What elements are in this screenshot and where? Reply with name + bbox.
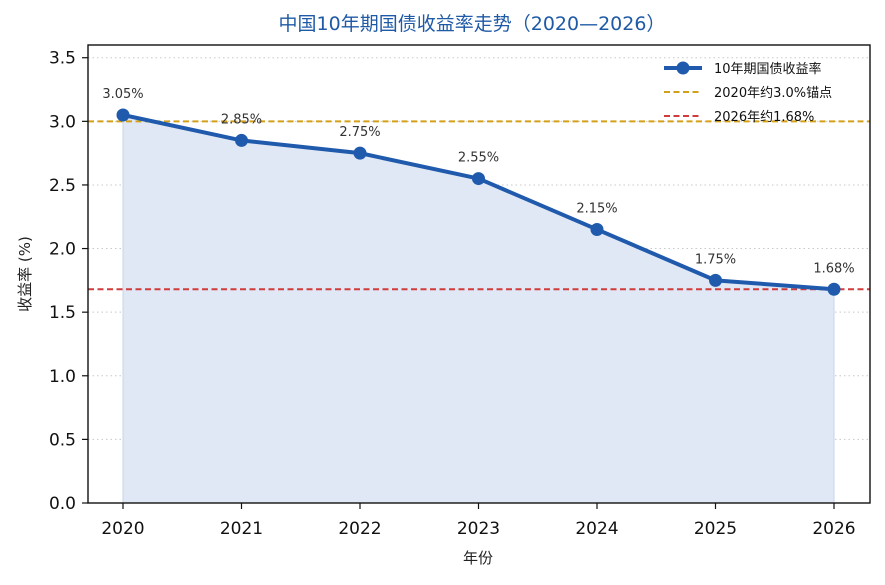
data-label: 3.05% — [102, 87, 143, 102]
reference-lines — [88, 120, 870, 291]
x-tick-label: 2024 — [575, 519, 618, 539]
area-fill — [122, 114, 835, 503]
legend-series-marker — [676, 61, 690, 75]
plot-frame — [87, 44, 871, 504]
x-tick-label: 2021 — [220, 519, 263, 539]
chart-title: 中国10年期国债收益率走势（2020—2026） — [279, 13, 666, 35]
tick-labels: 0.0 0.5 1.0 1.5 2.0 2.5 3.0 3.5 2020 2021 2022 2023… — [49, 49, 856, 539]
data-point — [353, 146, 367, 160]
data-label: 2.75% — [339, 125, 380, 140]
y-tick-label: 3.0 — [49, 112, 76, 132]
data-label: 2.85% — [221, 112, 262, 127]
data-point — [472, 172, 485, 186]
y-axis-label: 收益率 (%) — [16, 236, 34, 312]
data-label: 2.55% — [458, 151, 499, 166]
legend-reference-label: 2020年约3.0%锚点 — [714, 86, 832, 101]
y-tick-label: 0.5 — [49, 430, 76, 450]
y-tick-label: 0.0 — [49, 494, 76, 514]
data-point — [116, 108, 130, 122]
data-point — [235, 133, 248, 147]
legend-reference-label: 2026年约1.68% — [714, 110, 814, 125]
x-tick-label: 2020 — [101, 519, 144, 539]
area-under-line — [123, 114, 834, 503]
x-tick-label: 2023 — [457, 519, 500, 539]
x-tick-label: 2025 — [694, 519, 737, 539]
data-point — [590, 222, 604, 236]
data-label: 1.75% — [695, 252, 736, 267]
y-tick-label: 2.5 — [49, 176, 76, 196]
x-tick-label: 2022 — [338, 519, 381, 539]
y-tick-label: 3.5 — [49, 49, 76, 69]
data-label: 1.68% — [813, 261, 854, 276]
x-axis-label: 年份 — [463, 549, 493, 567]
data-point — [827, 282, 841, 296]
y-tick-label: 2.0 — [49, 240, 76, 260]
x-tick-label: 2026 — [812, 519, 855, 539]
series-layer: 3.05% 2.85% 2.75% 2.55% 2.15% 1.75% 1.68% — [102, 87, 855, 296]
legend: 10年期国债收益率 2020年约3.0%锚点 2026年约1.68% — [664, 61, 832, 125]
legend-series-label: 10年期国债收益率 — [714, 61, 822, 77]
data-label: 2.15% — [576, 201, 617, 216]
axes — [82, 44, 871, 509]
data-point — [709, 273, 722, 287]
y-tick-label: 1.0 — [49, 367, 76, 387]
y-tick-label: 1.5 — [49, 303, 76, 323]
